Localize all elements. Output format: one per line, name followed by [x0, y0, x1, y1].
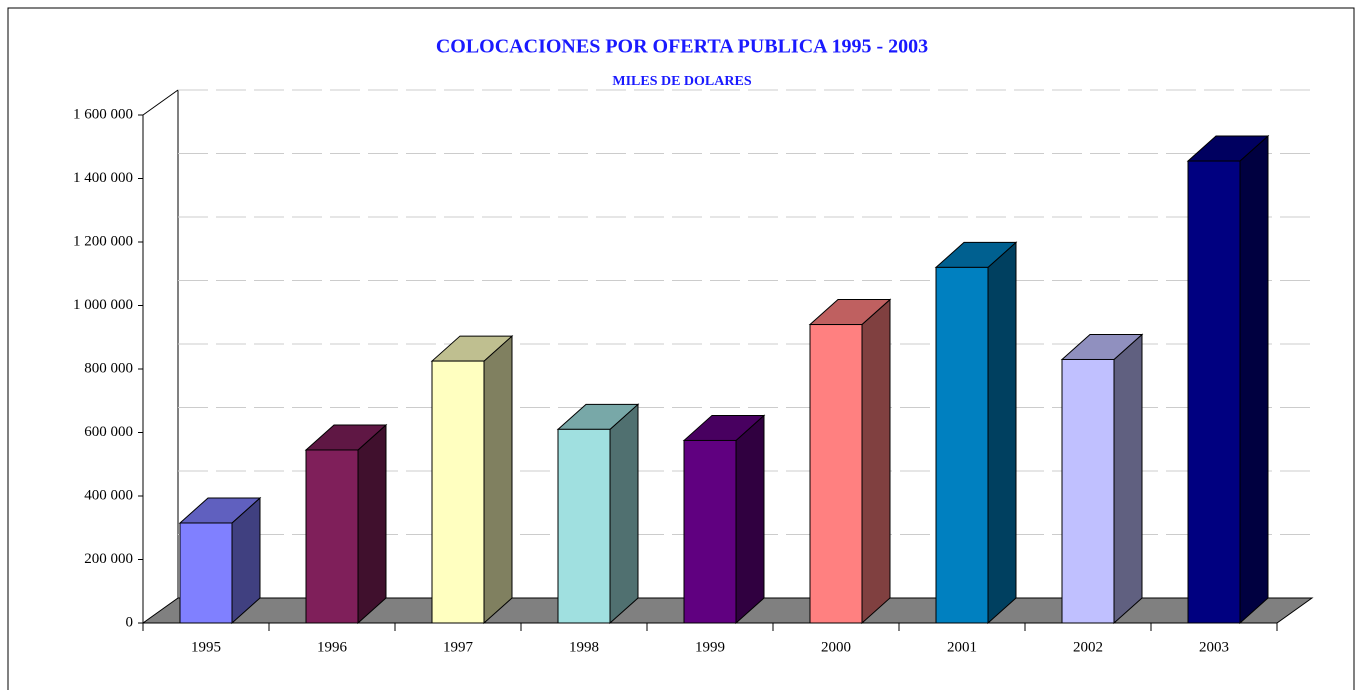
x-tick-label: 1998 [569, 639, 599, 655]
x-tick-label: 1995 [191, 639, 221, 655]
frame [7, 7, 1355, 690]
side-wall-edge [142, 89, 179, 116]
bar-side [987, 241, 1017, 625]
bar-side [357, 423, 387, 625]
y-tick-label: 400 000 [84, 487, 133, 503]
bar [557, 428, 611, 624]
bar [305, 449, 359, 624]
bar-side [483, 334, 513, 625]
x-tick-label: 2003 [1199, 639, 1229, 655]
bar-side [735, 414, 765, 625]
x-tick-label: 2000 [821, 639, 851, 655]
bar [683, 439, 737, 624]
bar-side [861, 298, 891, 625]
y-tick-label: 800 000 [84, 360, 133, 376]
bar-side [1113, 333, 1143, 625]
y-tick-label: 1 000 000 [73, 297, 133, 313]
bar [935, 266, 989, 624]
bar [809, 324, 863, 624]
bar [431, 360, 485, 624]
bar [179, 522, 233, 624]
bar-side [1239, 134, 1269, 625]
bar [1061, 358, 1115, 624]
y-tick-label: 200 000 [84, 551, 133, 567]
bar-side [609, 403, 639, 625]
bar [1187, 160, 1241, 624]
x-tick-label: 1999 [695, 639, 725, 655]
chart-subtitle: MILES DE DOLARES [612, 74, 751, 89]
y-tick-label: 1 400 000 [73, 170, 133, 186]
x-tick-label: 2001 [947, 639, 977, 655]
x-tick-label: 1997 [443, 639, 474, 655]
y-tick-label: 1 200 000 [73, 233, 133, 249]
y-tick-label: 600 000 [84, 424, 133, 440]
x-tick-label: 1996 [317, 639, 348, 655]
x-tick-label: 2002 [1073, 639, 1103, 655]
chart-title: COLOCACIONES POR OFERTA PUBLICA 1995 - 2… [436, 36, 928, 58]
y-tick-label: 0 [126, 614, 134, 630]
y-tick-label: 1 600 000 [73, 106, 133, 122]
